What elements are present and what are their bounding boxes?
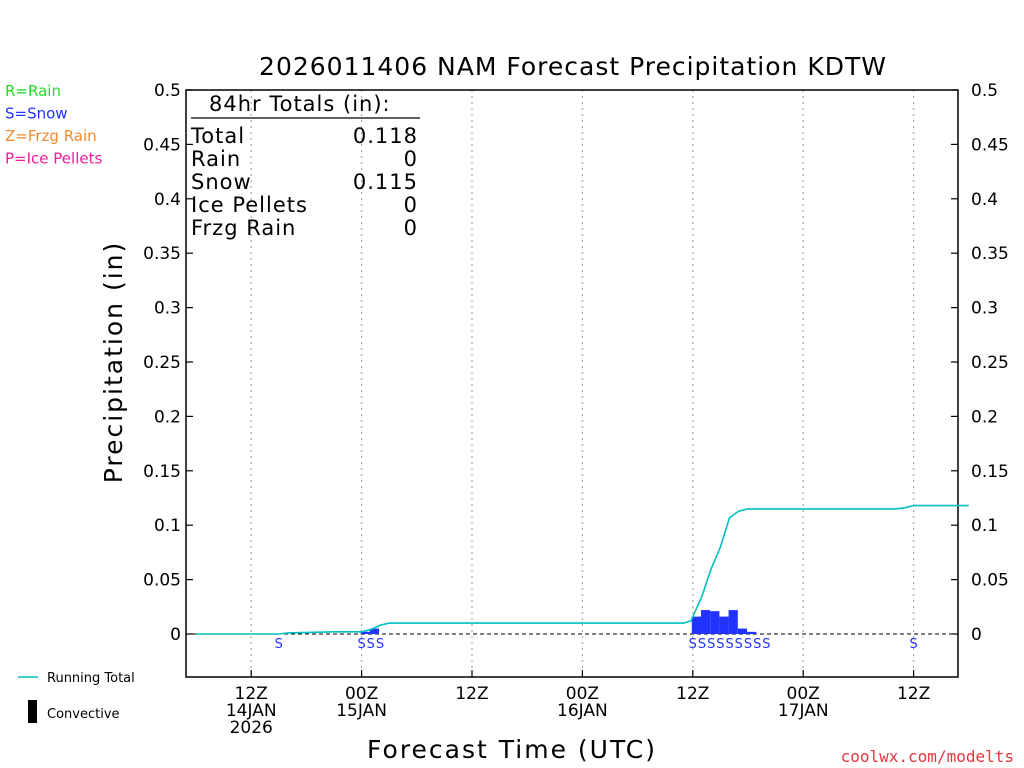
ptype-marker: S bbox=[698, 637, 706, 652]
x-tick-label: 00Z bbox=[345, 684, 378, 704]
y-axis-label: Precipitation (in) bbox=[99, 241, 128, 484]
y-tick-label: 0.3 bbox=[154, 299, 181, 319]
ptype-marker: S bbox=[716, 637, 724, 652]
ptype-marker: S bbox=[275, 637, 283, 652]
totals-row-value: 0 bbox=[404, 147, 418, 171]
ptype-legend-item: Z=Frzg Rain bbox=[5, 127, 97, 145]
snow-bar bbox=[737, 628, 747, 634]
y-tick-label: 0.35 bbox=[971, 244, 1009, 264]
totals-row-value: 0.118 bbox=[353, 124, 418, 148]
y-tick-label: 0.05 bbox=[971, 571, 1009, 591]
running-total-series bbox=[196, 504, 969, 635]
y-tick-label: 0.5 bbox=[971, 81, 998, 101]
snow-bars bbox=[360, 610, 757, 634]
ptype-marker: S bbox=[725, 637, 733, 652]
ptype-marker: S bbox=[762, 637, 770, 652]
x-tick-label: 2026 bbox=[230, 718, 273, 738]
y-tick-label: 0.15 bbox=[971, 462, 1009, 482]
ptype-marker: S bbox=[689, 637, 697, 652]
y-tick-label: 0.05 bbox=[143, 571, 181, 591]
ptype-marker: S bbox=[367, 637, 375, 652]
y-tick-label: 0.4 bbox=[971, 190, 998, 210]
y-tick-label: 0.45 bbox=[143, 135, 181, 155]
totals-row-value: 0.115 bbox=[353, 170, 418, 194]
x-tick-label: 00Z bbox=[566, 684, 599, 704]
y-tick-label: 0.2 bbox=[971, 407, 998, 427]
totals-rows: Total 0.118 Rain 0 Snow 0.115 Ice Pellets 0 Frzg… bbox=[190, 124, 418, 240]
y-tick-label: 0.25 bbox=[971, 353, 1009, 373]
gridlines bbox=[250, 90, 915, 677]
totals-row-label: Total bbox=[190, 124, 245, 148]
ptype-marker: S bbox=[744, 637, 752, 652]
totals-row-label: Snow bbox=[191, 170, 252, 194]
plot-area-frame bbox=[185, 89, 959, 678]
x-tick-label: 12Z bbox=[455, 684, 488, 704]
convective-legend-swatch bbox=[28, 700, 37, 723]
snow-bar bbox=[360, 631, 370, 634]
totals-row-label: Rain bbox=[191, 147, 241, 171]
y-tick-label: 0.25 bbox=[143, 353, 181, 373]
y-tick-label: 0.45 bbox=[971, 135, 1009, 155]
y-axis-right: 0 0.05 0.1 0.15 0.2 0.25 0.3 0.35 0.4 0.45 0.5 bbox=[951, 81, 1009, 645]
chart-title: 2026011406 NAM Forecast Precipitation KD… bbox=[259, 52, 887, 81]
x-tick-label: 17JAN bbox=[778, 701, 829, 721]
totals-row-value: 0 bbox=[404, 216, 418, 240]
y-tick-label: 0 bbox=[971, 625, 982, 645]
y-tick-label: 0 bbox=[170, 625, 181, 645]
y-tick-label: 0.15 bbox=[143, 462, 181, 482]
snow-bar bbox=[728, 610, 738, 634]
y-tick-label: 0.4 bbox=[154, 190, 181, 210]
x-tick-label: 14JAN bbox=[226, 701, 277, 721]
y-tick-label: 0.3 bbox=[971, 299, 998, 319]
credit-text: coolwx.com/modelts bbox=[841, 747, 1014, 766]
snow-bar bbox=[710, 611, 720, 634]
snow-bar bbox=[691, 616, 701, 634]
x-tick-label: 12Z bbox=[676, 684, 709, 704]
ptype-legend-item: S=Snow bbox=[5, 105, 68, 123]
convective-legend-label: Convective bbox=[47, 707, 120, 722]
ptype-legend-item: R=Rain bbox=[5, 82, 61, 100]
x-tick-label: 00Z bbox=[787, 684, 820, 704]
snow-bar bbox=[701, 610, 711, 634]
y-tick-label: 0.2 bbox=[154, 407, 181, 427]
y-tick-label: 0.35 bbox=[143, 244, 181, 264]
totals-row-label: Ice Pellets bbox=[191, 193, 308, 217]
x-tick-label: 12Z bbox=[897, 684, 930, 704]
x-tick-label: 15JAN bbox=[336, 701, 387, 721]
totals-row-label: Frzg Rain bbox=[191, 216, 296, 240]
x-tick-label: 12Z bbox=[235, 684, 268, 704]
ptype-legend-item: P=Ice Pellets bbox=[5, 150, 102, 168]
snow-bar bbox=[719, 616, 729, 634]
y-axis-left: 0 0.05 0.1 0.15 0.2 0.25 0.3 0.35 0.4 0.45 0.5 bbox=[143, 81, 193, 645]
y-tick-label: 0.1 bbox=[154, 516, 181, 536]
totals-header: 84hr Totals (in): bbox=[209, 92, 391, 116]
ptype-marker: S bbox=[735, 637, 743, 652]
running-total-line bbox=[196, 504, 969, 635]
totals-row-value: 0 bbox=[404, 193, 418, 217]
ptype-marker: S bbox=[357, 637, 365, 652]
y-tick-label: 0.1 bbox=[971, 516, 998, 536]
ptype-marker: S bbox=[707, 637, 715, 652]
snow-bar bbox=[747, 631, 757, 634]
ptype-marker: S bbox=[753, 637, 761, 652]
x-tick-label: 16JAN bbox=[557, 701, 608, 721]
x-axis-label: Forecast Time (UTC) bbox=[367, 735, 657, 764]
snow-bar bbox=[369, 628, 379, 634]
running-total-legend-label: Running Total bbox=[47, 671, 135, 686]
y-tick-label: 0.5 bbox=[154, 81, 181, 101]
ptype-legend: R=Rain S=Snow Z=Frzg Rain P=Ice Pellets bbox=[5, 82, 102, 168]
ptype-marker: S bbox=[909, 637, 917, 652]
totals-box: 84hr Totals (in): Total 0.118 Rain 0 Snow 0.1… bbox=[190, 92, 420, 240]
series-legend: Running Total Convective bbox=[18, 671, 135, 723]
ptype-marker: S bbox=[376, 637, 384, 652]
